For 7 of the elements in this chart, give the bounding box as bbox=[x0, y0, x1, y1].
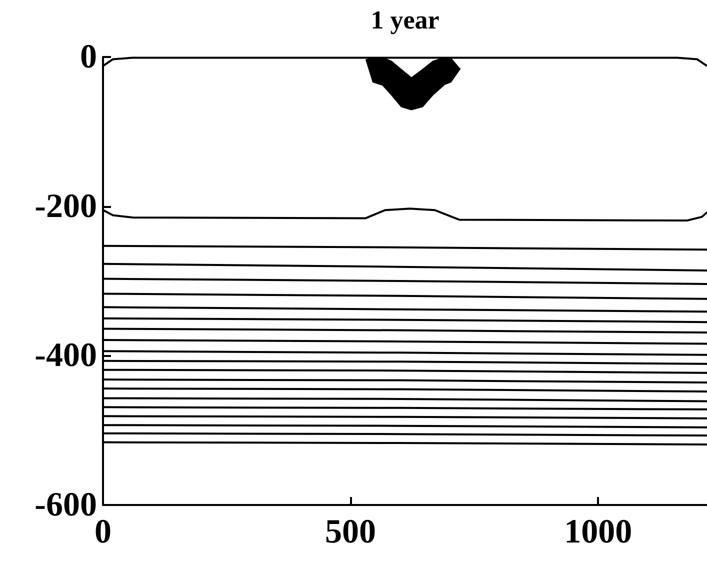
x-tick-label: 1000 bbox=[564, 514, 632, 550]
y-tick-label: -400 bbox=[34, 337, 97, 374]
chart-title: 1 year bbox=[370, 6, 440, 34]
x-tick-label: 500 bbox=[325, 514, 376, 550]
y-tick-label: 0 bbox=[80, 38, 97, 76]
y-tick-label: -600 bbox=[34, 486, 97, 524]
y-tick-label: -200 bbox=[34, 188, 97, 225]
